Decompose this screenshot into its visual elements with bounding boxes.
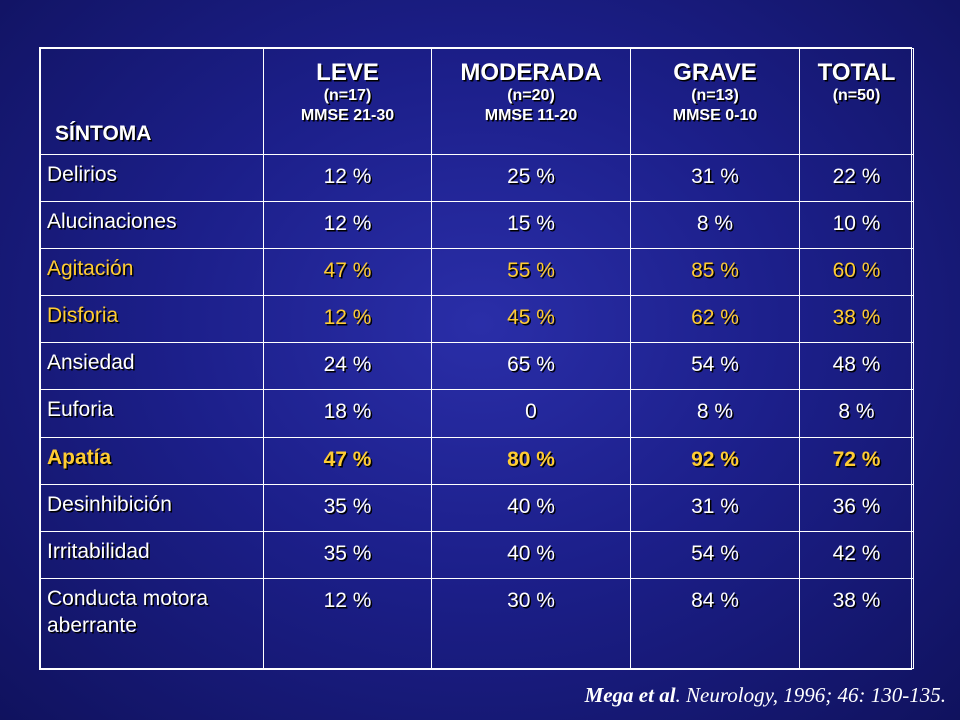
cell-moderada: 80 %: [431, 436, 631, 485]
cell-total: 72 %: [799, 436, 914, 485]
cell-moderada: 0: [431, 389, 631, 438]
header-leve: LEVE (n=17) MMSE 21-30: [263, 47, 432, 156]
cell-total: 48 %: [799, 342, 914, 391]
row-label: Irritabilidad: [40, 530, 264, 579]
header-moderada-title: MODERADA: [460, 59, 602, 86]
cell-total: 42 %: [799, 530, 914, 579]
cell-leve: 12 %: [263, 295, 432, 344]
cell-leve: 35 %: [263, 530, 432, 579]
cell-grave: 85 %: [630, 248, 800, 297]
row-label: Apatía: [40, 436, 264, 485]
cell-leve: 12 %: [263, 577, 432, 670]
cell-leve: 47 %: [263, 248, 432, 297]
cell-moderada: 40 %: [431, 530, 631, 579]
header-grave-title: GRAVE: [673, 59, 757, 86]
table-row: Euforia 18 % 0 8 % 8 %: [40, 389, 914, 438]
cell-leve: 35 %: [263, 483, 432, 532]
citation-rest: . Neurology, 1996; 46: 130-135.: [675, 683, 946, 707]
cell-total: 38 %: [799, 295, 914, 344]
row-label: Ansiedad: [40, 342, 264, 391]
header-total-n: (n=50): [832, 87, 881, 104]
header-symptom: SÍNTOMA: [40, 47, 264, 156]
cell-grave: 62 %: [630, 295, 800, 344]
header-moderada-mmse: MMSE 11-20: [484, 107, 578, 124]
citation-authors: Mega et al: [584, 683, 676, 707]
table-row: Ansiedad 24 % 65 % 54 % 48 %: [40, 342, 914, 391]
cell-grave: 54 %: [630, 342, 800, 391]
cell-grave: 8 %: [630, 201, 800, 250]
table-row: Agitación 47 % 55 % 85 % 60 %: [40, 248, 914, 297]
cell-total: 38 %: [799, 577, 914, 670]
header-leve-mmse: MMSE 21-30: [300, 107, 395, 124]
table-row: Apatía 47 % 80 % 92 % 72 %: [40, 436, 914, 485]
row-label: Conducta motora aberrante: [40, 577, 264, 670]
cell-moderada: 55 %: [431, 248, 631, 297]
cell-leve: 18 %: [263, 389, 432, 438]
header-leve-title: LEVE: [316, 59, 379, 86]
cell-leve: 12 %: [263, 154, 432, 203]
cell-moderada: 15 %: [431, 201, 631, 250]
cell-leve: 47 %: [263, 436, 432, 485]
cell-total: 36 %: [799, 483, 914, 532]
table-row: Irritabilidad 35 % 40 % 54 % 42 %: [40, 530, 914, 579]
cell-leve: 24 %: [263, 342, 432, 391]
cell-grave: 31 %: [630, 483, 800, 532]
cell-moderada: 30 %: [431, 577, 631, 670]
cell-grave: 92 %: [630, 436, 800, 485]
row-label: Euforia: [40, 389, 264, 438]
symptom-table-container: SÍNTOMA LEVE (n=17) MMSE 21-30 MODERADA …: [39, 47, 914, 670]
table-header-row: SÍNTOMA LEVE (n=17) MMSE 21-30 MODERADA …: [40, 47, 914, 156]
cell-moderada: 25 %: [431, 154, 631, 203]
symptom-table: SÍNTOMA LEVE (n=17) MMSE 21-30 MODERADA …: [40, 47, 914, 670]
cell-grave: 8 %: [630, 389, 800, 438]
header-leve-n: (n=17): [323, 87, 372, 104]
header-grave: GRAVE (n=13) MMSE 0-10: [630, 47, 800, 156]
cell-moderada: 40 %: [431, 483, 631, 532]
table-row: Alucinaciones 12 % 15 % 8 % 10 %: [40, 201, 914, 250]
cell-total: 60 %: [799, 248, 914, 297]
header-total-title: TOTAL: [817, 59, 896, 86]
cell-grave: 54 %: [630, 530, 800, 579]
citation: Mega et al. Neurology, 1996; 46: 130-135…: [585, 683, 946, 708]
cell-total: 8 %: [799, 389, 914, 438]
table-row: Delirios 12 % 25 % 31 % 22 %: [40, 154, 914, 203]
header-total: TOTAL (n=50): [799, 47, 914, 156]
header-grave-mmse: MMSE 0-10: [672, 107, 758, 124]
table-row: Desinhibición 35 % 40 % 31 % 36 %: [40, 483, 914, 532]
cell-leve: 12 %: [263, 201, 432, 250]
row-label: Delirios: [40, 154, 264, 203]
cell-grave: 84 %: [630, 577, 800, 670]
table-row: Disforia 12 % 45 % 62 % 38 %: [40, 295, 914, 344]
cell-total: 10 %: [799, 201, 914, 250]
cell-moderada: 65 %: [431, 342, 631, 391]
row-label: Desinhibición: [40, 483, 264, 532]
table-row: Conducta motora aberrante 12 % 30 % 84 %…: [40, 577, 914, 670]
row-label: Alucinaciones: [40, 201, 264, 250]
cell-moderada: 45 %: [431, 295, 631, 344]
header-moderada-n: (n=20): [507, 87, 555, 104]
header-moderada: MODERADA (n=20) MMSE 11-20: [431, 47, 631, 156]
row-label: Disforia: [40, 295, 264, 344]
row-label: Agitación: [40, 248, 264, 297]
cell-grave: 31 %: [630, 154, 800, 203]
header-grave-n: (n=13): [691, 87, 739, 104]
cell-total: 22 %: [799, 154, 914, 203]
